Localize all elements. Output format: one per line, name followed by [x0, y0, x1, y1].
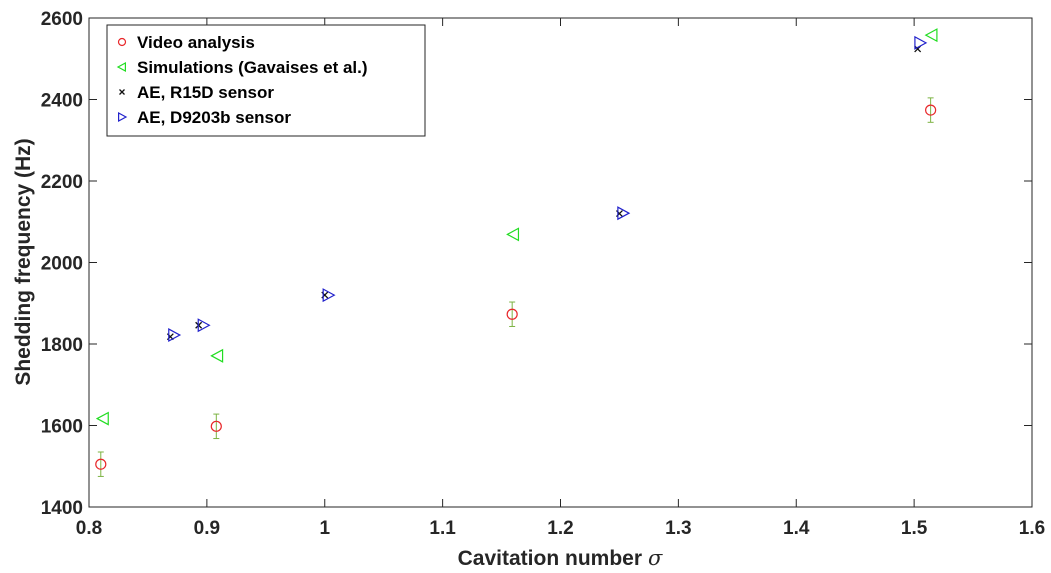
legend-entry-label: AE, D9203b sensor [137, 108, 291, 127]
y-tick-label: 1600 [41, 417, 83, 438]
y-axis-label: Shedding frequency (Hz) [12, 138, 35, 385]
x-tick-label: 0.8 [76, 518, 102, 539]
series-0 [95, 97, 937, 477]
data-point [95, 411, 109, 426]
x-tick-label: 1.2 [547, 518, 573, 539]
x-tick-label: 0.9 [194, 518, 220, 539]
x-tick-label: 1 [319, 518, 330, 539]
legend-entry-label: Video analysis [137, 33, 255, 52]
data-point [924, 28, 938, 43]
legend: Video analysis Simulations (Gavaises et a… [106, 24, 426, 137]
data-point [322, 288, 336, 303]
data-point [168, 328, 182, 343]
data-marks [95, 28, 938, 477]
legend-marker [116, 61, 127, 73]
x-tick-label: 1.4 [783, 518, 810, 539]
legend-marker [117, 37, 127, 47]
x-axis-sigma-symbol: σ [648, 546, 663, 570]
series-1 [95, 28, 938, 426]
y-tick-label: 2200 [41, 172, 83, 193]
x-tick-label: 1.1 [429, 518, 456, 539]
legend-box [106, 24, 426, 137]
x-axis-label-text: Cavitation number [458, 547, 642, 570]
data-point [95, 458, 107, 470]
y-tick-label: 2600 [41, 9, 83, 30]
x-tick-label: 1.3 [665, 518, 691, 539]
data-point [210, 420, 222, 432]
axis-ticks: 0.8 0.9 1 1.1 1.2 1.3 1.4 1.5 1.6 1400 1600 1800 200… [41, 9, 1045, 539]
data-point [506, 227, 520, 242]
x-axis-label: Cavitation number σ [458, 546, 663, 570]
legend-marker [117, 111, 128, 123]
y-tick-label: 2000 [41, 254, 83, 275]
legend-entry-label: AE, R15D sensor [137, 83, 274, 102]
x-tick-label: 1.5 [901, 518, 928, 539]
y-tick-label: 1400 [41, 498, 83, 519]
y-tick-label: 2400 [41, 91, 83, 112]
x-tick-label: 1.6 [1019, 518, 1045, 539]
data-point [914, 35, 928, 50]
data-point [210, 348, 224, 363]
data-point [197, 318, 211, 333]
data-point [617, 206, 631, 221]
legend-marker [119, 89, 125, 95]
series-3 [168, 35, 928, 343]
y-tick-label: 1800 [41, 335, 83, 356]
data-point [506, 308, 518, 320]
legend-entry-label: Simulations (Gavaises et al.) [137, 58, 368, 77]
data-point [925, 104, 937, 116]
